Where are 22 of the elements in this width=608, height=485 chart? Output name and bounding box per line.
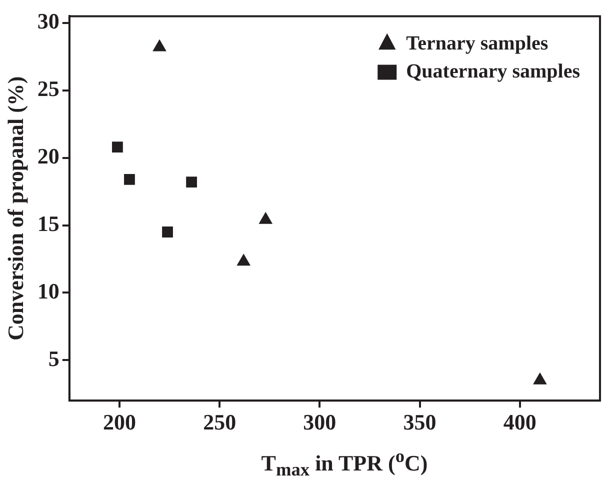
- x-tick-label: 300: [303, 409, 336, 434]
- point: [124, 174, 135, 185]
- x-tick-label: 250: [203, 409, 236, 434]
- y-axis-title: Conversion of propanal (%): [2, 76, 28, 341]
- y-tick-label: 20: [37, 144, 60, 169]
- x-tick-label: 400: [503, 409, 536, 434]
- point: [237, 254, 250, 266]
- y-tick-label: 5: [48, 346, 60, 371]
- x-tick-label: 350: [403, 409, 436, 434]
- x-tick-label: 200: [102, 409, 136, 434]
- y-tick-label: 25: [37, 76, 60, 102]
- point: [533, 372, 546, 384]
- point: [186, 176, 197, 188]
- point: [259, 212, 272, 224]
- x-axis-title: T$_{max}$ in TPR ($^{o}$C): [260, 446, 429, 481]
- point: [162, 226, 173, 238]
- y-tick-label: 15: [37, 210, 60, 236]
- point: [112, 142, 123, 152]
- y-tick-label: 10: [37, 278, 60, 304]
- legend-label: Ternary samples: [406, 32, 548, 54]
- legend-label: Quaternary samples: [406, 60, 580, 82]
- y-tick-label: 30: [37, 8, 60, 34]
